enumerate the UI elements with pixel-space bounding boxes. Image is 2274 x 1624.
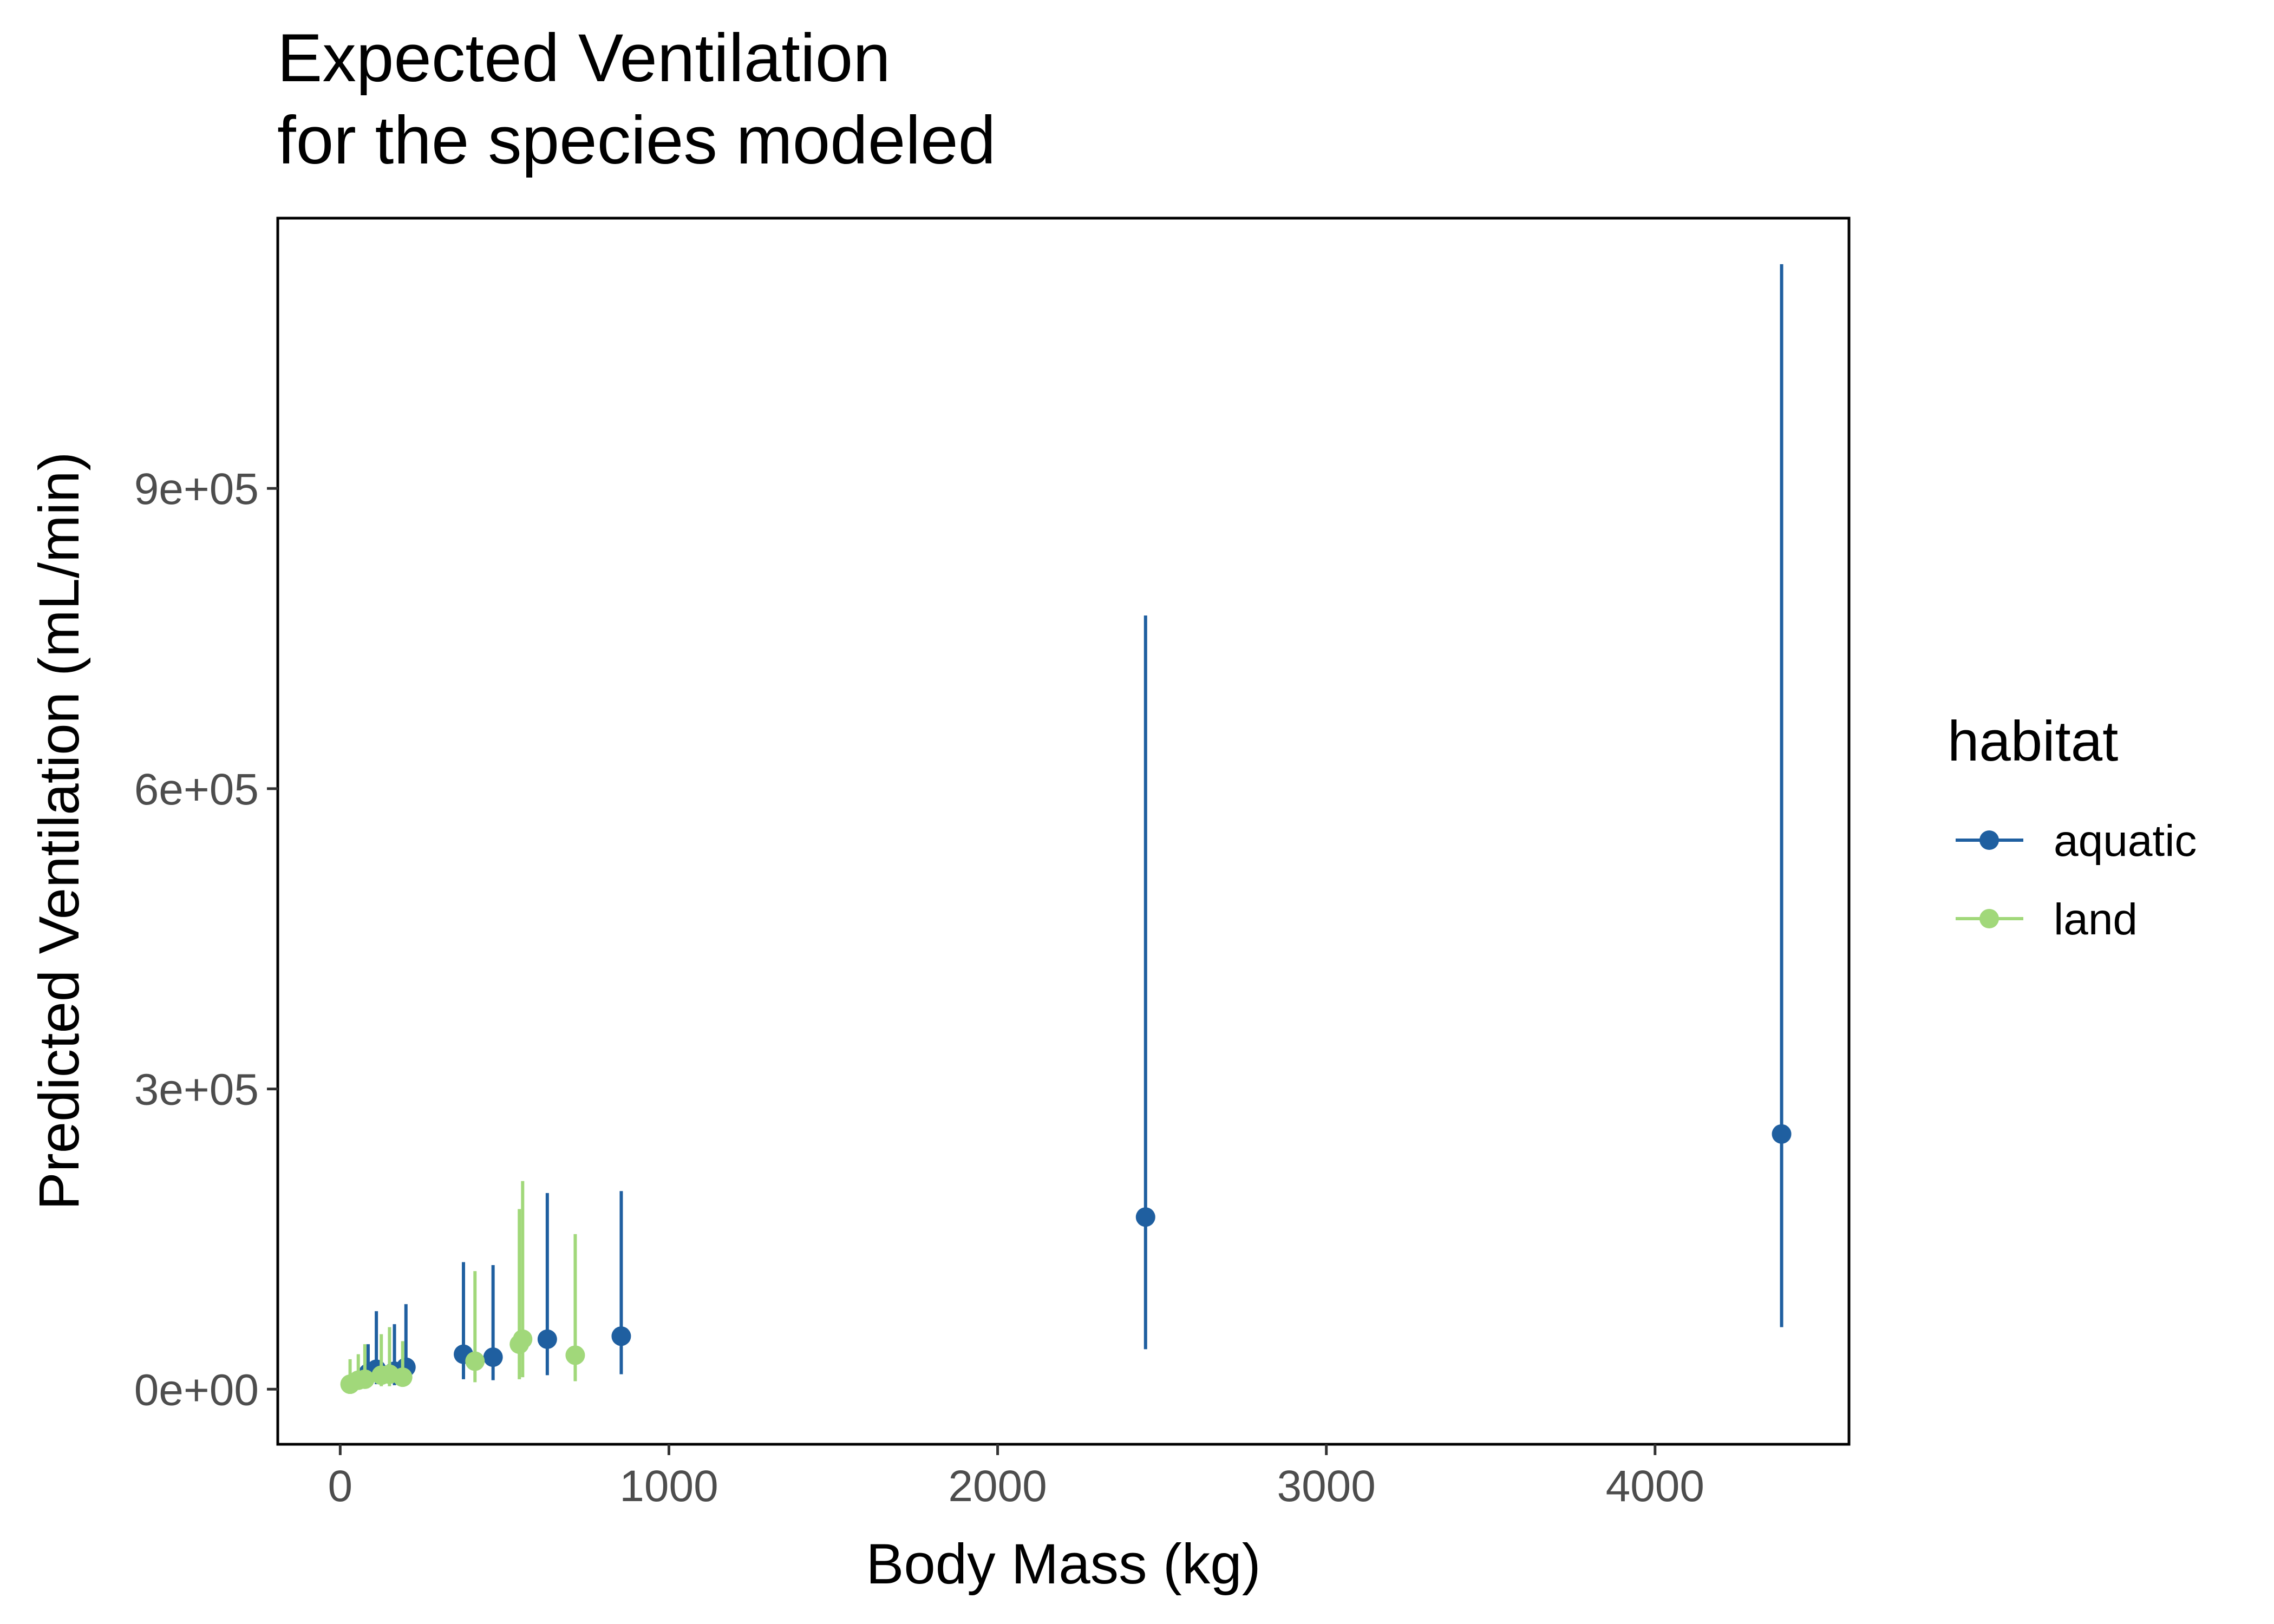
x-tick-label: 2000 <box>948 1462 1047 1511</box>
legend: habitat aquatic land <box>1948 710 2197 944</box>
plot-panel <box>276 217 1851 1446</box>
y-tick-label: 0e+00 <box>134 1365 259 1415</box>
legend-label-aquatic: aquatic <box>2054 816 2197 866</box>
land-point <box>513 1329 533 1349</box>
x-tick-label: 3000 <box>1277 1462 1375 1511</box>
aquatic-point <box>537 1329 557 1349</box>
land-point <box>565 1345 585 1365</box>
x-axis: 0 1000 2000 3000 4000 <box>328 1444 1704 1511</box>
y-tick-label: 9e+05 <box>134 464 259 514</box>
aquatic-point <box>611 1326 631 1346</box>
y-axis-title: Predicted Ventilation (mL/min) <box>28 452 91 1210</box>
y-axis: 0e+00 3e+05 6e+05 9e+05 <box>134 464 278 1415</box>
x-axis-title: Body Mass (kg) <box>866 1533 1260 1596</box>
land-point <box>465 1351 485 1371</box>
x-tick-label: 4000 <box>1606 1462 1704 1511</box>
aquatic-point <box>1772 1124 1792 1144</box>
legend-key-point <box>1979 909 1999 928</box>
aquatic-point <box>483 1347 503 1367</box>
y-tick-label: 3e+05 <box>134 1065 259 1115</box>
chart-subtitle: for the species modeled <box>277 103 996 178</box>
aquatic-point <box>1135 1207 1155 1227</box>
land-point <box>393 1367 413 1387</box>
chart-title: Expected Ventilation <box>277 21 891 96</box>
land-point <box>355 1369 375 1389</box>
y-tick-label: 6e+05 <box>134 765 259 814</box>
plot-marks <box>340 264 1792 1394</box>
legend-key-point <box>1979 830 1999 850</box>
legend-title: habitat <box>1948 710 2118 773</box>
x-tick-label: 0 <box>328 1462 353 1511</box>
legend-label-land: land <box>2054 895 2138 944</box>
x-tick-label: 1000 <box>619 1462 718 1511</box>
